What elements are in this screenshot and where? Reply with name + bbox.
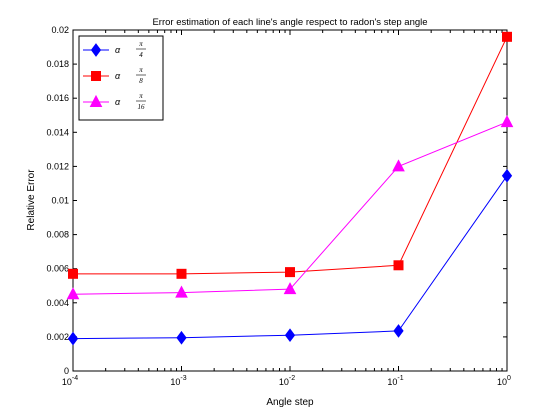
x-tick-label-exponent: 0 [507, 375, 511, 382]
x-tick-label: 100 [497, 375, 511, 387]
legend-symbol: α [115, 71, 121, 81]
data-point-triangle [392, 159, 405, 172]
data-point-triangle [500, 114, 514, 128]
data-point-square [68, 268, 78, 279]
x-tick-label-exponent: -1 [397, 375, 403, 382]
data-point-diamond [67, 331, 79, 346]
y-tick-label: 0.002 [46, 332, 69, 342]
data-point-triangle [175, 285, 188, 298]
y-tick-label: 0.004 [46, 298, 69, 308]
data-point-diamond [501, 168, 513, 183]
x-tick-label-base: 10 [497, 377, 507, 387]
legend-numerator: π [139, 66, 143, 74]
legend-marker-triangle [89, 94, 103, 107]
y-axis-label: Relative Error [26, 169, 37, 231]
data-point-triangle [66, 287, 80, 300]
x-tick-label: 10-2 [279, 375, 295, 387]
data-point-diamond [393, 324, 404, 338]
x-axis-label: Angle step [266, 397, 314, 408]
legend-entry: α π 16 [83, 92, 146, 111]
y-tick-label: 0.008 [46, 230, 69, 240]
y-tick-label: 0.012 [46, 161, 69, 171]
y-tick-label: 0 [64, 366, 69, 376]
x-tick-label-base: 10 [62, 377, 72, 387]
data-point-diamond [176, 330, 187, 345]
x-axis-ticks: 10-4 10-3 10-2 10-1 100 [62, 30, 511, 387]
legend: α π 4 α π 8 α π 16 [78, 35, 164, 121]
x-tick-label-exponent: -2 [289, 375, 295, 382]
y-tick-label: 0.016 [46, 93, 69, 103]
data-point-square [393, 260, 404, 271]
legend-symbol: α [115, 45, 121, 55]
data-point-diamond [284, 328, 296, 343]
series-3 [66, 114, 514, 300]
x-tick-label-base: 10 [170, 377, 180, 387]
x-tick-label: 10-3 [170, 375, 186, 387]
x-tick-label-base: 10 [387, 377, 397, 387]
y-tick-label: 0.02 [51, 25, 69, 35]
x-tick-label: 10-1 [387, 375, 403, 387]
y-tick-label: 0.01 [51, 196, 69, 206]
series-2 [68, 31, 512, 279]
legend-entry: α π 8 [83, 66, 146, 85]
data-point-square [176, 268, 187, 279]
y-tick-label: 0.006 [46, 264, 69, 274]
legend-denominator: 16 [138, 103, 146, 111]
data-point-triangle [283, 282, 297, 295]
legend-numerator: π [139, 92, 143, 100]
x-tick-label: 10-4 [62, 375, 78, 387]
legend-entry: α π 4 [83, 40, 146, 59]
chart-title: Error estimation of each line's angle re… [152, 17, 427, 28]
data-point-square [285, 267, 295, 278]
legend-marker-diamond [90, 43, 102, 57]
y-tick-label: 0.014 [46, 127, 69, 137]
legend-denominator: 4 [139, 51, 143, 59]
legend-marker-square [91, 71, 101, 81]
legend-symbol: α [115, 97, 121, 107]
series-group [66, 31, 514, 346]
data-point-square [502, 31, 512, 42]
y-axis-ticks: 0 0.002 0.004 0.006 0.008 0.01 0.012 0.014 0.016… [46, 25, 507, 376]
x-tick-label-exponent: -3 [180, 375, 186, 382]
x-tick-label-base: 10 [279, 377, 289, 387]
y-tick-label: 0.018 [46, 59, 69, 69]
x-tick-label-exponent: -4 [72, 375, 78, 382]
legend-numerator: π [139, 40, 143, 48]
legend-denominator: 8 [139, 77, 143, 85]
series-1 [67, 168, 513, 346]
